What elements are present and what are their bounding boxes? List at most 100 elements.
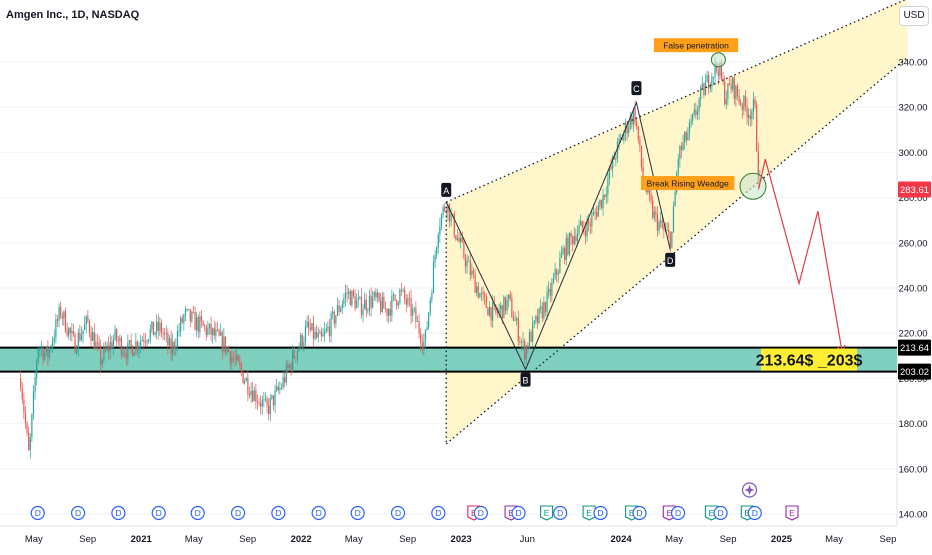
candle: [216, 329, 219, 331]
point-label-b[interactable]: B: [520, 372, 531, 387]
candle: [450, 214, 452, 222]
dividend-marker[interactable]: D: [151, 505, 166, 521]
point-label-d[interactable]: D: [665, 252, 676, 267]
false-penetration-label[interactable]: False penetration: [653, 38, 739, 53]
candle: [453, 214, 455, 236]
candle: [461, 238, 463, 242]
dividend-marker[interactable]: D: [70, 505, 86, 521]
candle: [290, 364, 292, 370]
candle: [119, 338, 121, 342]
candle: [36, 361, 38, 378]
candle: [23, 399, 25, 413]
earnings-marker[interactable]: E: [704, 505, 718, 521]
candle: [520, 341, 523, 343]
candle: [111, 341, 113, 349]
candle: [708, 75, 710, 89]
candle: [613, 156, 615, 160]
candle: [476, 286, 478, 293]
candle: [101, 360, 103, 365]
dividend-marker[interactable]: D: [390, 505, 406, 521]
currency-selector[interactable]: USD: [899, 6, 929, 26]
projection-path[interactable]: [758, 159, 844, 354]
dividend-marker[interactable]: D: [30, 505, 45, 521]
candle: [21, 388, 23, 400]
dividend-marker[interactable]: D: [431, 505, 446, 521]
point-label-c[interactable]: C: [631, 81, 642, 96]
wedge-upper-trendline[interactable]: [445, 0, 907, 203]
candle: [748, 115, 750, 118]
dividend-marker[interactable]: D: [713, 505, 728, 521]
dividend-marker[interactable]: D: [190, 505, 205, 521]
earnings-icon-text: E: [789, 508, 795, 518]
candle: [621, 137, 623, 141]
candle: [383, 296, 385, 309]
candle: [72, 331, 75, 335]
candle: [92, 331, 94, 341]
candle: [88, 320, 91, 333]
candle: [316, 331, 318, 338]
dividend-marker[interactable]: D: [593, 505, 608, 521]
candle: [80, 334, 83, 341]
candle: [304, 327, 307, 342]
candle: [95, 341, 97, 349]
candle: [218, 330, 220, 336]
price-tag-text: 213.64: [900, 343, 929, 354]
candle: [125, 353, 127, 359]
candle: [82, 329, 84, 335]
sparkle-icon: [744, 485, 755, 495]
time-tick-label: May: [825, 534, 843, 545]
target-label[interactable]: 213.64$ _203$: [756, 348, 863, 371]
candle: [45, 346, 47, 353]
candle: [336, 305, 339, 316]
time-tick-label: Jun: [520, 534, 535, 545]
candle: [560, 253, 563, 258]
price-tag-text: 283.61: [900, 185, 929, 196]
candle: [228, 347, 230, 352]
dividend-icon: [271, 505, 286, 521]
dividend-marker[interactable]: D: [350, 505, 365, 521]
dividend-marker[interactable]: D: [271, 505, 286, 521]
false-penetration-marker[interactable]: [710, 52, 726, 68]
dividend-marker[interactable]: D: [473, 505, 488, 521]
candle: [594, 211, 596, 213]
candle: [212, 328, 214, 335]
candle: [524, 340, 526, 360]
candle: [412, 308, 414, 316]
candle: [309, 327, 311, 331]
candle: [284, 377, 286, 383]
earnings-marker[interactable]: E: [582, 505, 596, 521]
support-zone[interactable]: [0, 347, 897, 372]
candle: [154, 332, 156, 335]
dividend-marker[interactable]: D: [311, 505, 326, 521]
candle: [754, 99, 756, 106]
candle: [570, 232, 572, 237]
earnings-marker[interactable]: E: [540, 505, 554, 521]
candle: [298, 347, 300, 351]
candle: [536, 316, 539, 324]
earnings-icon-text: E: [586, 508, 592, 518]
dividend-marker[interactable]: D: [670, 505, 686, 521]
time-tick-label: May: [345, 534, 363, 545]
candle: [396, 300, 398, 306]
breakout-marker[interactable]: [739, 172, 767, 200]
candle: [93, 331, 95, 349]
dividend-marker[interactable]: D: [553, 505, 568, 521]
earnings-marker[interactable]: E: [785, 505, 799, 521]
dividend-icon-text: D: [478, 508, 484, 518]
candle: [140, 340, 142, 346]
point-label-a[interactable]: A: [441, 182, 452, 197]
candle: [580, 221, 582, 226]
candle: [263, 399, 265, 401]
candle: [264, 398, 267, 400]
earnings-icon: [540, 505, 554, 521]
candle: [248, 393, 251, 396]
dividend-marker[interactable]: D: [111, 505, 126, 521]
break-wedge-label[interactable]: Break Rising Weadge: [641, 176, 735, 191]
candle: [141, 339, 143, 341]
dividend-marker[interactable]: D: [632, 505, 647, 521]
dividend-marker[interactable]: D: [511, 505, 526, 521]
dividend-marker[interactable]: D: [747, 505, 762, 521]
dividend-marker[interactable]: D: [230, 505, 246, 521]
